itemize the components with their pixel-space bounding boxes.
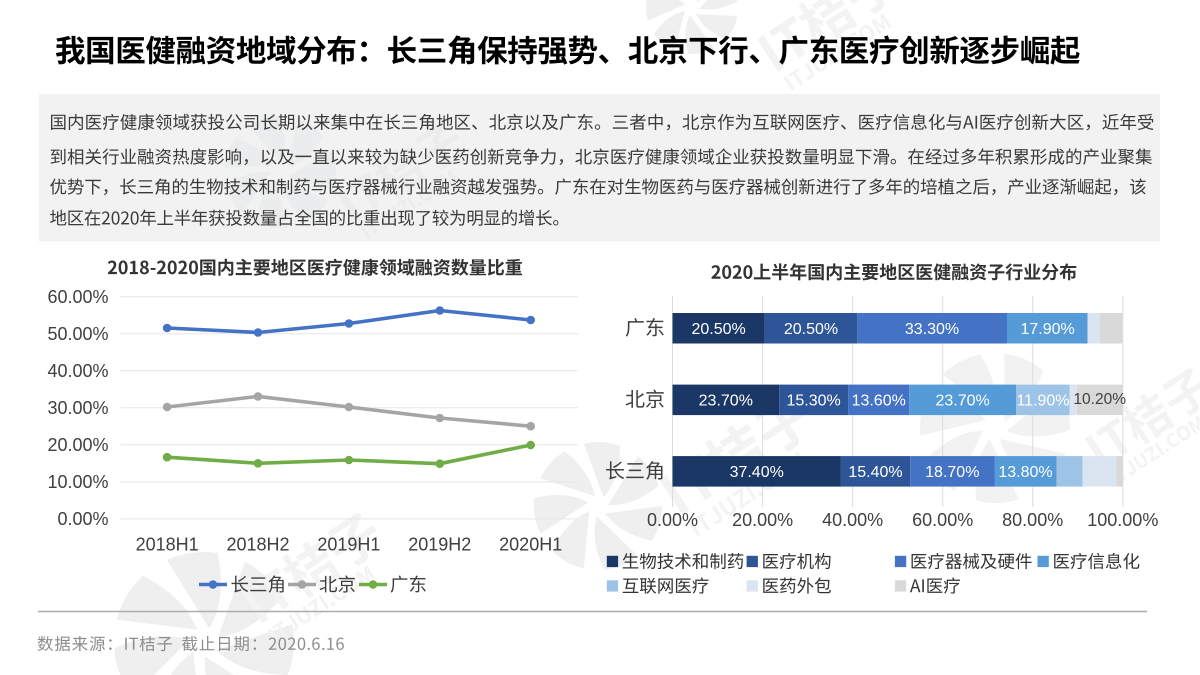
svg-text:50.00%: 50.00%: [47, 324, 108, 344]
svg-text:18.70%: 18.70%: [925, 464, 979, 481]
svg-text:13.80%: 13.80%: [998, 464, 1052, 481]
svg-text:20.50%: 20.50%: [784, 321, 838, 338]
svg-text:60.00%: 60.00%: [47, 287, 108, 307]
svg-text:20.50%: 20.50%: [691, 321, 745, 338]
svg-text:23.70%: 23.70%: [699, 393, 753, 410]
svg-text:13.60%: 13.60%: [852, 393, 906, 410]
svg-text:37.40%: 37.40%: [730, 464, 784, 481]
svg-text:10.00%: 10.00%: [47, 472, 108, 492]
svg-text:60.00%: 60.00%: [912, 510, 973, 530]
svg-text:2020H1: 2020H1: [499, 534, 562, 554]
svg-text:100.00%: 100.00%: [1087, 510, 1158, 530]
svg-text:0.00%: 0.00%: [57, 509, 108, 529]
svg-text:20.00%: 20.00%: [732, 510, 793, 530]
svg-text:23.70%: 23.70%: [935, 393, 989, 410]
svg-text:0.00%: 0.00%: [647, 510, 698, 530]
svg-text:11.90%: 11.90%: [1016, 393, 1069, 410]
svg-text:10.20%: 10.20%: [1073, 391, 1126, 408]
svg-text:2018H1: 2018H1: [136, 534, 199, 554]
svg-text:30.00%: 30.00%: [47, 398, 108, 418]
svg-text:15.40%: 15.40%: [848, 464, 902, 481]
svg-text:40.00%: 40.00%: [47, 361, 108, 381]
svg-text:2019H1: 2019H1: [317, 534, 380, 554]
svg-text:2018H2: 2018H2: [226, 534, 289, 554]
svg-text:80.00%: 80.00%: [1002, 510, 1063, 530]
svg-text:17.90%: 17.90%: [1020, 321, 1074, 338]
svg-text:40.00%: 40.00%: [822, 510, 883, 530]
svg-text:2019H2: 2019H2: [408, 534, 471, 554]
svg-text:33.30%: 33.30%: [905, 321, 959, 338]
svg-text:20.00%: 20.00%: [47, 435, 108, 455]
svg-text:15.30%: 15.30%: [786, 393, 840, 410]
